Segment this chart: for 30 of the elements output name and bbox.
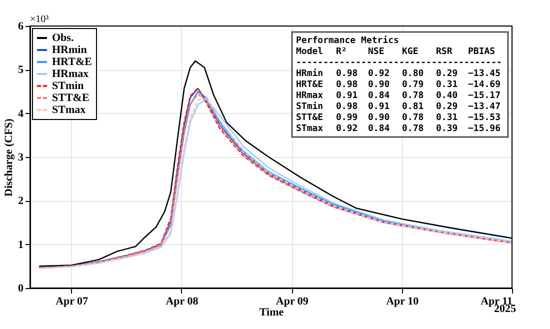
legend-label: STmin xyxy=(52,80,84,92)
y-tick-label: 2 xyxy=(18,195,24,208)
legend-label: STmax xyxy=(52,104,86,116)
y-tick-label: 1 xyxy=(18,238,24,251)
text: STmin 0.98 0.91 0.81 0.29 −13.47 xyxy=(296,102,501,112)
text: HRT&E 0.98 0.90 0.79 0.31 −14.69 xyxy=(296,80,501,90)
legend-label: HRmin xyxy=(52,44,87,56)
x-tick-label: Apr 10 xyxy=(386,296,420,308)
legend-label: HRmax xyxy=(52,68,90,80)
legend-label: STT&E xyxy=(52,92,90,104)
text: HRmax 0.91 0.84 0.78 0.40 −15.17 xyxy=(296,91,501,101)
x-tick-label: Apr 08 xyxy=(166,296,199,308)
x-tick-label: Apr 09 xyxy=(276,296,309,308)
text: STT&E 0.99 0.90 0.78 0.31 −15.53 xyxy=(296,113,501,123)
y-tick-label: 6 xyxy=(18,20,24,32)
x-tick-label: Apr 07 xyxy=(56,296,89,308)
y-axis-title: Discharge (CFS) xyxy=(3,118,15,196)
legend-label: HRT&E xyxy=(52,56,92,68)
text: HRmin 0.98 0.92 0.80 0.29 −13.45 xyxy=(296,69,501,79)
text: STmax 0.92 0.84 0.78 0.39 −15.96 xyxy=(296,124,501,134)
y-tick-label: 4 xyxy=(18,108,24,120)
legend-label: Obs. xyxy=(52,32,74,44)
y-tick-label: 0 xyxy=(18,282,24,294)
text: ×10³ xyxy=(30,14,49,25)
annotation: -------------------------------------- xyxy=(296,58,502,68)
y-tick-label: 3 xyxy=(18,152,24,164)
text: Model R² NSE KGE RSR PBIAS xyxy=(296,47,496,57)
y-tick-label: 5 xyxy=(18,64,24,76)
annotation: Performance Metrics xyxy=(296,35,399,46)
x-axis-title: Time xyxy=(259,306,284,318)
